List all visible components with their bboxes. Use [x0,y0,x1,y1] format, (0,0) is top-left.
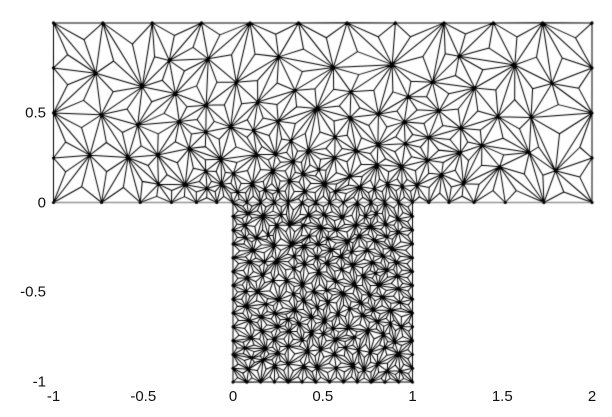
x-tick-label: -1 [46,388,61,405]
x-tick-label: -0.5 [130,388,157,405]
y-tick-label: -1 [32,373,46,391]
x-tick-label: 0.5 [312,388,334,405]
y-tick-label: 0.5 [25,104,46,122]
y-tick-label: 0 [37,194,46,211]
x-tick-label: 2 [587,388,597,405]
x-tick-label: 1.5 [491,388,513,405]
x-tick-label: 0 [228,388,238,405]
x-tick-label: 1 [408,388,417,405]
y-tick-label: -0.5 [20,283,46,301]
